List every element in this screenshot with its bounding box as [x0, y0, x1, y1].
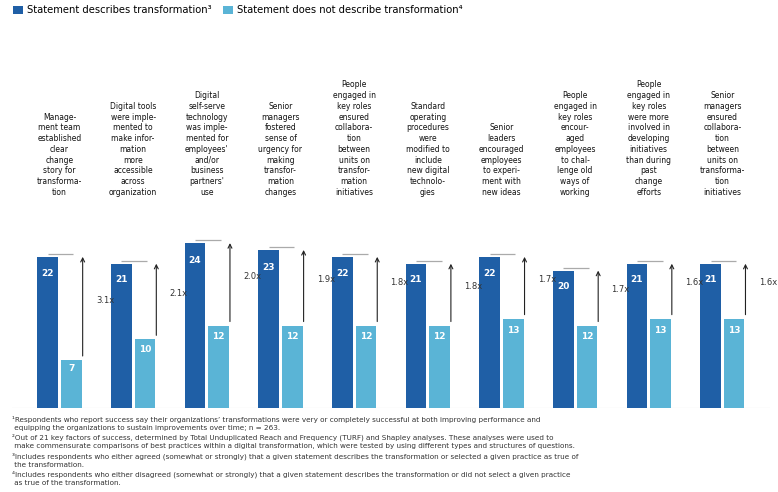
Text: People
engaged in
key roles
ensured
collabora-
tion
between
units on
transfor-
m: People engaged in key roles ensured coll…	[333, 80, 376, 197]
Bar	[700, 264, 721, 408]
Text: 12: 12	[433, 332, 446, 341]
Text: 1.6x: 1.6x	[759, 278, 777, 287]
Bar	[258, 250, 279, 408]
Bar	[650, 319, 671, 408]
Bar	[429, 326, 450, 408]
Text: Senior
managers
ensured
collabora-
tion
between
units on
transforma-
tion
initia: Senior managers ensured collabora- tion …	[699, 91, 745, 197]
Text: 1.9x: 1.9x	[317, 275, 335, 284]
Text: 1.8x: 1.8x	[464, 282, 482, 291]
Text: 2.0x: 2.0x	[244, 272, 261, 280]
Text: 21: 21	[410, 276, 422, 284]
Text: ¹Respondents who report success say their organizations’ transformations were ve: ¹Respondents who report success say thei…	[12, 416, 578, 486]
Text: 21: 21	[704, 276, 717, 284]
Text: Senior
managers
fostered
sense of
urgency for
making
transfor-
mation
changes: Senior managers fostered sense of urgenc…	[258, 102, 303, 197]
Bar	[503, 319, 524, 408]
Text: 12: 12	[286, 332, 299, 341]
Text: 10: 10	[138, 345, 151, 354]
Bar	[61, 360, 82, 408]
Bar	[111, 264, 131, 408]
Text: 7: 7	[68, 364, 75, 373]
Text: Digital
self-serve
technology
was imple-
mented for
employees'
and/or
business
p: Digital self-serve technology was imple-…	[185, 91, 229, 197]
Text: 12: 12	[580, 332, 593, 341]
Text: 22: 22	[483, 269, 496, 278]
Text: Senior
leaders
encouraged
employees
to experi-
ment with
new ideas: Senior leaders encouraged employees to e…	[478, 123, 524, 197]
Text: 20: 20	[557, 281, 569, 291]
Bar	[553, 271, 573, 408]
Text: 13: 13	[507, 326, 520, 335]
Text: Digital tools
were imple-
mented to
make infor-
mation
more
accessible
across
or: Digital tools were imple- mented to make…	[109, 102, 157, 197]
Text: 2.1x: 2.1x	[170, 289, 187, 298]
Text: 23: 23	[262, 263, 275, 272]
Text: 1.7x: 1.7x	[538, 275, 556, 284]
Text: Standard
operating
procedures
were
modified to
include
new digital
technolo-
gie: Standard operating procedures were modif…	[406, 102, 450, 197]
Text: 22: 22	[336, 269, 349, 278]
Legend: Statement describes transformation³, Statement does not describe transformation⁴: Statement describes transformation³, Sta…	[12, 5, 463, 15]
Bar	[184, 243, 205, 408]
Bar	[479, 257, 500, 408]
Text: 13: 13	[654, 326, 667, 335]
Bar	[332, 257, 352, 408]
Text: 21: 21	[631, 276, 643, 284]
Bar	[37, 257, 58, 408]
Text: 12: 12	[359, 332, 372, 341]
Bar	[356, 326, 377, 408]
Bar	[282, 326, 303, 408]
Text: Manage-
ment team
established
clear
change
story for
transforma-
tion: Manage- ment team established clear chan…	[37, 113, 82, 197]
Bar	[576, 326, 598, 408]
Text: 1.8x: 1.8x	[391, 278, 408, 287]
Text: 24: 24	[189, 256, 202, 265]
Text: 3.1x: 3.1x	[96, 296, 114, 305]
Bar	[405, 264, 426, 408]
Bar	[724, 319, 745, 408]
Text: 1.6x: 1.6x	[685, 278, 703, 287]
Bar	[209, 326, 229, 408]
Text: People
engaged in
key roles
encour-
aged
employees
to chal-
lenge old
ways of
wo: People engaged in key roles encour- aged…	[554, 91, 597, 197]
Text: 21: 21	[115, 276, 128, 284]
Bar	[135, 339, 156, 408]
Text: 22: 22	[41, 269, 54, 278]
Text: 1.7x: 1.7x	[612, 285, 629, 294]
Text: 12: 12	[212, 332, 225, 341]
Text: People
engaged in
key roles
were more
involved in
developing
initiatives
than du: People engaged in key roles were more in…	[626, 80, 671, 197]
Text: 13: 13	[728, 326, 741, 335]
Bar	[626, 264, 647, 408]
